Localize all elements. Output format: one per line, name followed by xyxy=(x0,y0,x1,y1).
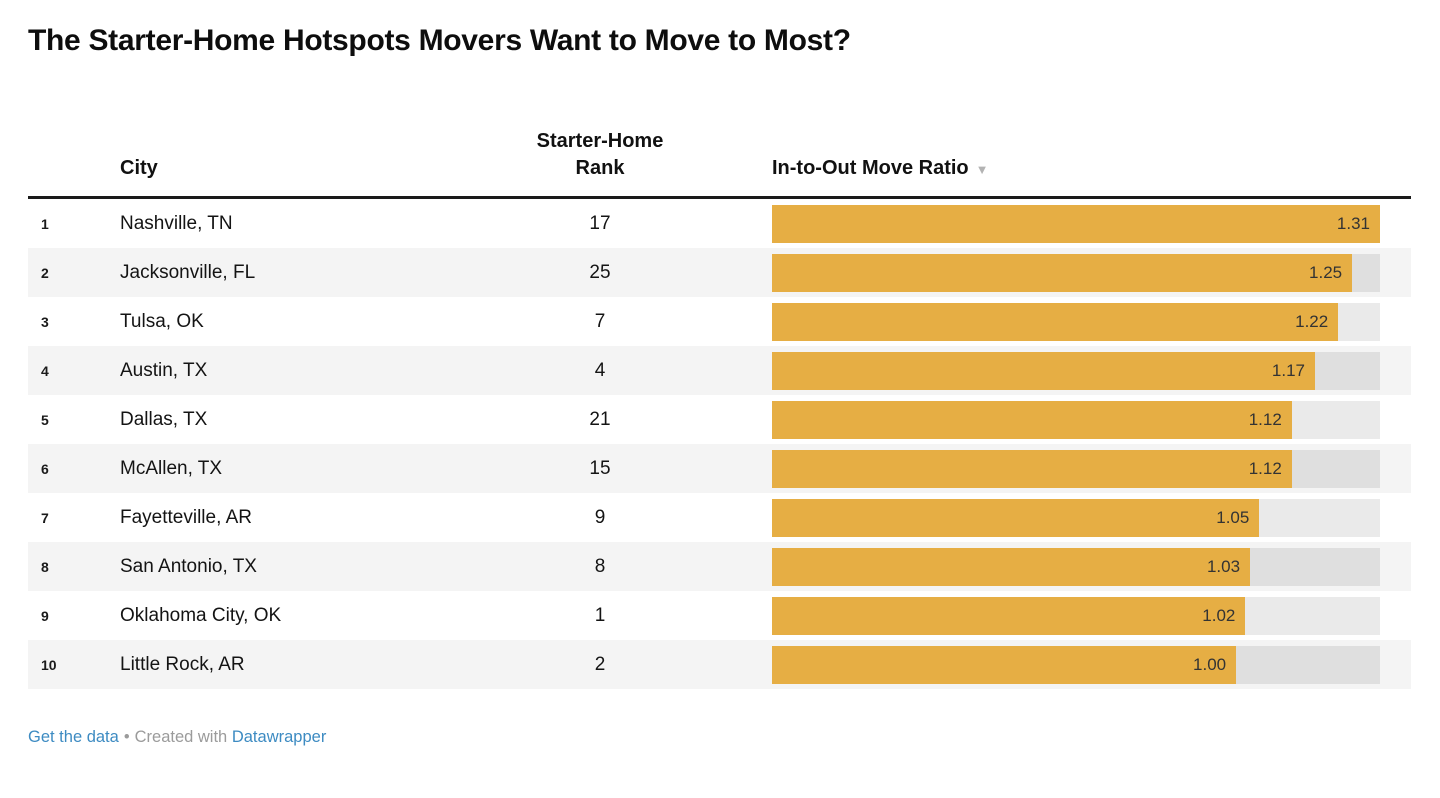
ratio-bar-cell: 1.03 xyxy=(718,547,1411,586)
ratio-value-label: 1.12 xyxy=(1248,458,1282,478)
ratio-value-label: 1.22 xyxy=(1295,311,1329,331)
ratio-value-label: 1.05 xyxy=(1216,507,1250,527)
table-row: 2 Jacksonville, FL 25 1.25 xyxy=(28,248,1411,297)
ratio-bar-cell: 1.12 xyxy=(718,449,1411,488)
sort-descending-icon[interactable]: ▼ xyxy=(975,162,989,177)
bar-track: 1.25 xyxy=(772,253,1380,292)
ratio-bar-cell: 1.12 xyxy=(718,400,1411,439)
column-header-rank-line2: Rank xyxy=(575,157,625,179)
table-row: 4 Austin, TX 4 1.17 xyxy=(28,346,1411,395)
table-body: 1 Nashville, TN 17 1.31 2 Jacksonville, … xyxy=(28,199,1411,689)
starter-home-rank-cell: 4 xyxy=(594,359,606,381)
ratio-bar-cell: 1.25 xyxy=(718,253,1411,292)
table-row: 9 Oklahoma City, OK 1 1.02 xyxy=(28,591,1411,640)
row-rank-index: 7 xyxy=(41,509,49,526)
ratio-value-label: 1.03 xyxy=(1206,556,1241,576)
starter-home-rank-cell: 17 xyxy=(589,212,611,234)
table-row: 8 San Antonio, TX 8 1.03 xyxy=(28,542,1411,591)
ratio-bar-cell: 1.31 xyxy=(718,204,1411,243)
city-cell: Dallas, TX xyxy=(120,408,208,430)
chart-title: The Starter-Home Hotspots Movers Want to… xyxy=(28,24,851,57)
starter-home-rank-cell: 2 xyxy=(594,653,606,675)
bar-track: 1.00 xyxy=(772,645,1380,684)
ratio-bar-cell: 1.05 xyxy=(718,498,1411,537)
row-rank-index: 5 xyxy=(41,411,49,428)
starter-home-rank-cell: 1 xyxy=(594,604,606,626)
city-cell: Austin, TX xyxy=(120,359,208,381)
starter-home-rank-cell: 9 xyxy=(594,506,606,528)
ratio-bar-cell: 1.22 xyxy=(718,302,1411,341)
column-header-ratio-label: In-to-Out Move Ratio xyxy=(772,157,969,179)
footer-separator: • xyxy=(123,728,130,746)
column-header-rank-line1: Starter-Home xyxy=(536,130,664,152)
bar-track: 1.02 xyxy=(772,596,1380,635)
bar-track: 1.12 xyxy=(772,400,1380,439)
city-cell: Little Rock, AR xyxy=(120,653,245,675)
ratio-bar: 1.12 xyxy=(772,449,1292,488)
table-row: 3 Tulsa, OK 7 1.22 xyxy=(28,297,1411,346)
city-cell: Jacksonville, FL xyxy=(120,261,256,283)
starter-home-rank-cell: 15 xyxy=(589,457,611,479)
footer-created-text: Created with xyxy=(134,728,228,746)
table-row: 7 Fayetteville, AR 9 1.05 xyxy=(28,493,1411,542)
row-rank-index: 10 xyxy=(41,656,57,673)
row-rank-index: 3 xyxy=(41,313,49,330)
bar-track: 1.22 xyxy=(772,302,1380,341)
ratio-value-label: 1.25 xyxy=(1309,262,1343,282)
ratio-bar: 1.17 xyxy=(772,351,1316,390)
ratio-value-label: 1.12 xyxy=(1248,409,1282,429)
ratio-value-label: 1.00 xyxy=(1193,654,1227,674)
ratio-bar-cell: 1.02 xyxy=(718,596,1411,635)
row-rank-index: 2 xyxy=(41,264,49,281)
starter-home-rank-cell: 8 xyxy=(594,555,606,577)
footer: Get the data • Created with Datawrapper xyxy=(28,727,1411,748)
bar-track: 1.12 xyxy=(772,449,1380,488)
row-rank-index: 9 xyxy=(41,607,49,624)
datawrapper-link[interactable]: Datawrapper xyxy=(231,728,327,746)
ratio-bar-cell: 1.17 xyxy=(718,351,1411,390)
row-rank-index: 8 xyxy=(41,558,49,575)
bar-track: 1.17 xyxy=(772,351,1380,390)
column-header-city[interactable]: City xyxy=(120,157,158,179)
chart-container: The Starter-Home Hotspots Movers Want to… xyxy=(0,24,1440,748)
table-row: 10 Little Rock, AR 2 1.00 xyxy=(28,640,1411,689)
ratio-bar: 1.22 xyxy=(772,302,1339,341)
city-cell: Fayetteville, AR xyxy=(120,506,252,528)
bar-track: 1.31 xyxy=(772,204,1380,243)
city-cell: McAllen, TX xyxy=(120,457,223,479)
bar-track: 1.05 xyxy=(772,498,1380,537)
ratio-bar: 1.12 xyxy=(772,400,1292,439)
table-row: 5 Dallas, TX 21 1.12 xyxy=(28,395,1411,444)
table-row: 1 Nashville, TN 17 1.31 xyxy=(28,199,1411,248)
ratio-bar: 1.02 xyxy=(772,596,1246,635)
ratio-value-label: 1.02 xyxy=(1202,605,1236,625)
starter-home-rank-cell: 21 xyxy=(589,408,611,430)
city-cell: Nashville, TN xyxy=(120,212,233,234)
bar-track: 1.03 xyxy=(772,547,1380,586)
ratio-bar: 1.25 xyxy=(772,253,1353,292)
city-cell: San Antonio, TX xyxy=(120,555,257,577)
ratio-bar: 1.31 xyxy=(772,204,1380,243)
starter-home-rank-cell: 7 xyxy=(594,310,606,332)
starter-home-rank-cell: 25 xyxy=(589,261,611,283)
header-divider xyxy=(28,196,1411,199)
ratio-value-label: 1.31 xyxy=(1336,213,1370,233)
ratio-bar: 1.03 xyxy=(772,547,1251,586)
row-rank-index: 4 xyxy=(41,362,49,379)
column-header-rank[interactable]: Starter-Home Rank xyxy=(482,128,718,182)
city-cell: Tulsa, OK xyxy=(120,310,204,332)
row-rank-index: 1 xyxy=(41,215,49,232)
ratio-bar: 1.05 xyxy=(772,498,1260,537)
table-header: City Starter-Home Rank In-to-Out Move Ra… xyxy=(28,128,1411,196)
get-the-data-link[interactable]: Get the data xyxy=(28,728,119,746)
row-rank-index: 6 xyxy=(41,460,49,477)
ratio-bar-cell: 1.00 xyxy=(718,645,1411,684)
column-header-ratio[interactable]: In-to-Out Move Ratio ▼ xyxy=(718,155,1411,182)
ratio-value-label: 1.17 xyxy=(1271,360,1306,380)
ratio-bar: 1.00 xyxy=(772,645,1237,684)
table-row: 6 McAllen, TX 15 1.12 xyxy=(28,444,1411,493)
city-cell: Oklahoma City, OK xyxy=(120,604,282,626)
